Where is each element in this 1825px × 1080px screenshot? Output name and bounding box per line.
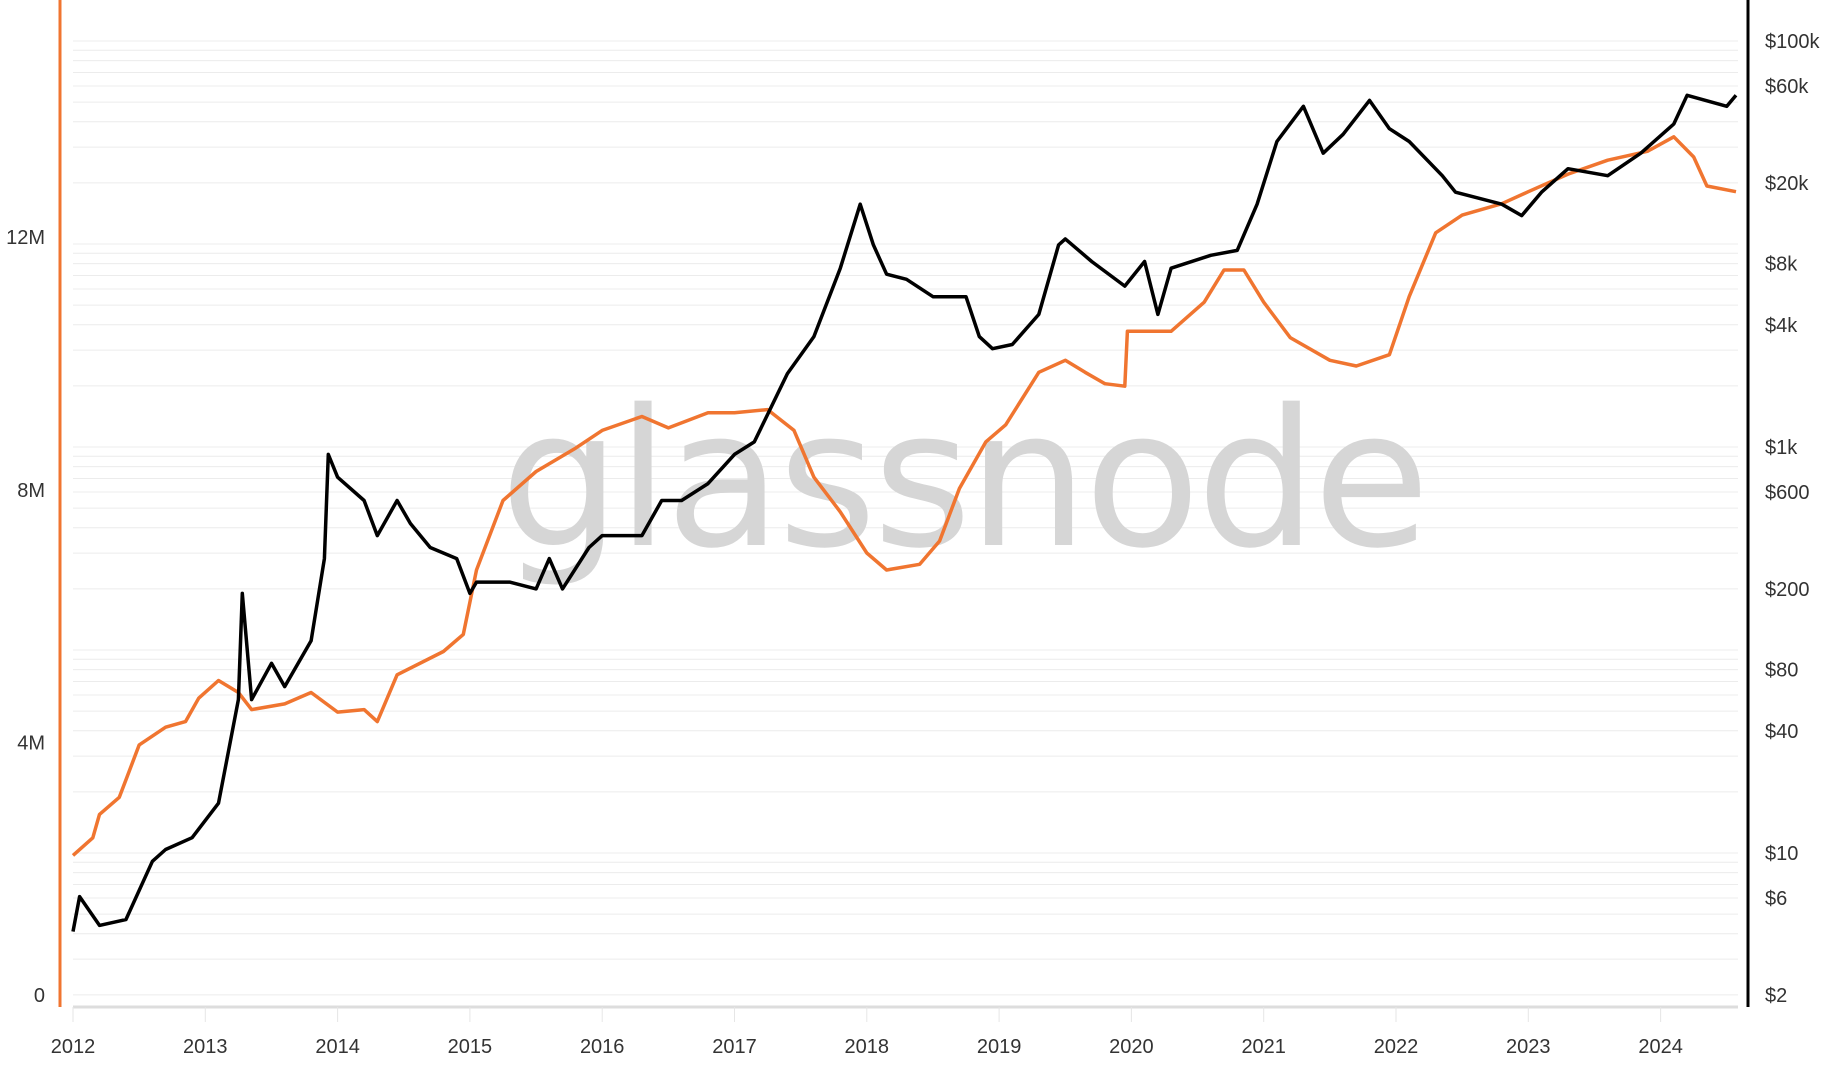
left-axis: 0 4M 8M 12M bbox=[6, 0, 62, 1007]
x-axis: 2012 2013 2014 2015 2016 2017 2018 2019 2020 2021… bbox=[51, 1007, 1683, 1058]
x-tick-label: 2023 bbox=[1506, 1036, 1551, 1058]
x-tick-label: 2017 bbox=[712, 1036, 757, 1058]
x-tick-label: 2016 bbox=[580, 1036, 625, 1058]
x-tick-label: 2013 bbox=[183, 1036, 228, 1058]
price-series-line bbox=[71, 93, 1738, 932]
x-tick-label: 2021 bbox=[1241, 1036, 1286, 1058]
x-tick-label: 2015 bbox=[448, 1036, 493, 1058]
left-tick-label: 0 bbox=[34, 985, 45, 1007]
right-tick-label: $80 bbox=[1765, 660, 1798, 682]
right-tick-label: $1k bbox=[1765, 437, 1798, 459]
right-tick-label: $10 bbox=[1765, 843, 1798, 865]
x-tick-label: 2012 bbox=[51, 1036, 96, 1058]
right-tick-label: $600 bbox=[1765, 482, 1810, 504]
x-tick-label: 2024 bbox=[1638, 1036, 1683, 1058]
right-tick-label: $4k bbox=[1765, 315, 1798, 337]
left-tick-label: 12M bbox=[6, 227, 45, 249]
x-tick-label: 2018 bbox=[845, 1036, 890, 1058]
right-axis: $2 $6 $10 $40 $80 $200 $600 $1k $4k $8k $20k $60k $1… bbox=[1746, 0, 1820, 1007]
x-tick-label: 2014 bbox=[315, 1036, 360, 1058]
right-tick-label: $40 bbox=[1765, 721, 1798, 743]
right-tick-label: $2 bbox=[1765, 985, 1787, 1007]
x-tick-label: 2020 bbox=[1109, 1036, 1154, 1058]
x-tick-label: 2022 bbox=[1374, 1036, 1419, 1058]
left-tick-label: 8M bbox=[17, 480, 45, 502]
left-tick-label: 4M bbox=[17, 732, 45, 754]
right-tick-label: $6 bbox=[1765, 888, 1787, 910]
right-tick-label: $100k bbox=[1765, 31, 1820, 53]
metric-series-line bbox=[71, 135, 1737, 857]
right-tick-label: $20k bbox=[1765, 173, 1809, 195]
right-tick-label: $60k bbox=[1765, 76, 1809, 98]
x-tick-label: 2019 bbox=[977, 1036, 1022, 1058]
right-tick-label: $8k bbox=[1765, 254, 1798, 276]
grid-lines bbox=[73, 40, 1738, 1009]
right-tick-label: $200 bbox=[1765, 579, 1810, 601]
series-lines bbox=[71, 93, 1738, 932]
